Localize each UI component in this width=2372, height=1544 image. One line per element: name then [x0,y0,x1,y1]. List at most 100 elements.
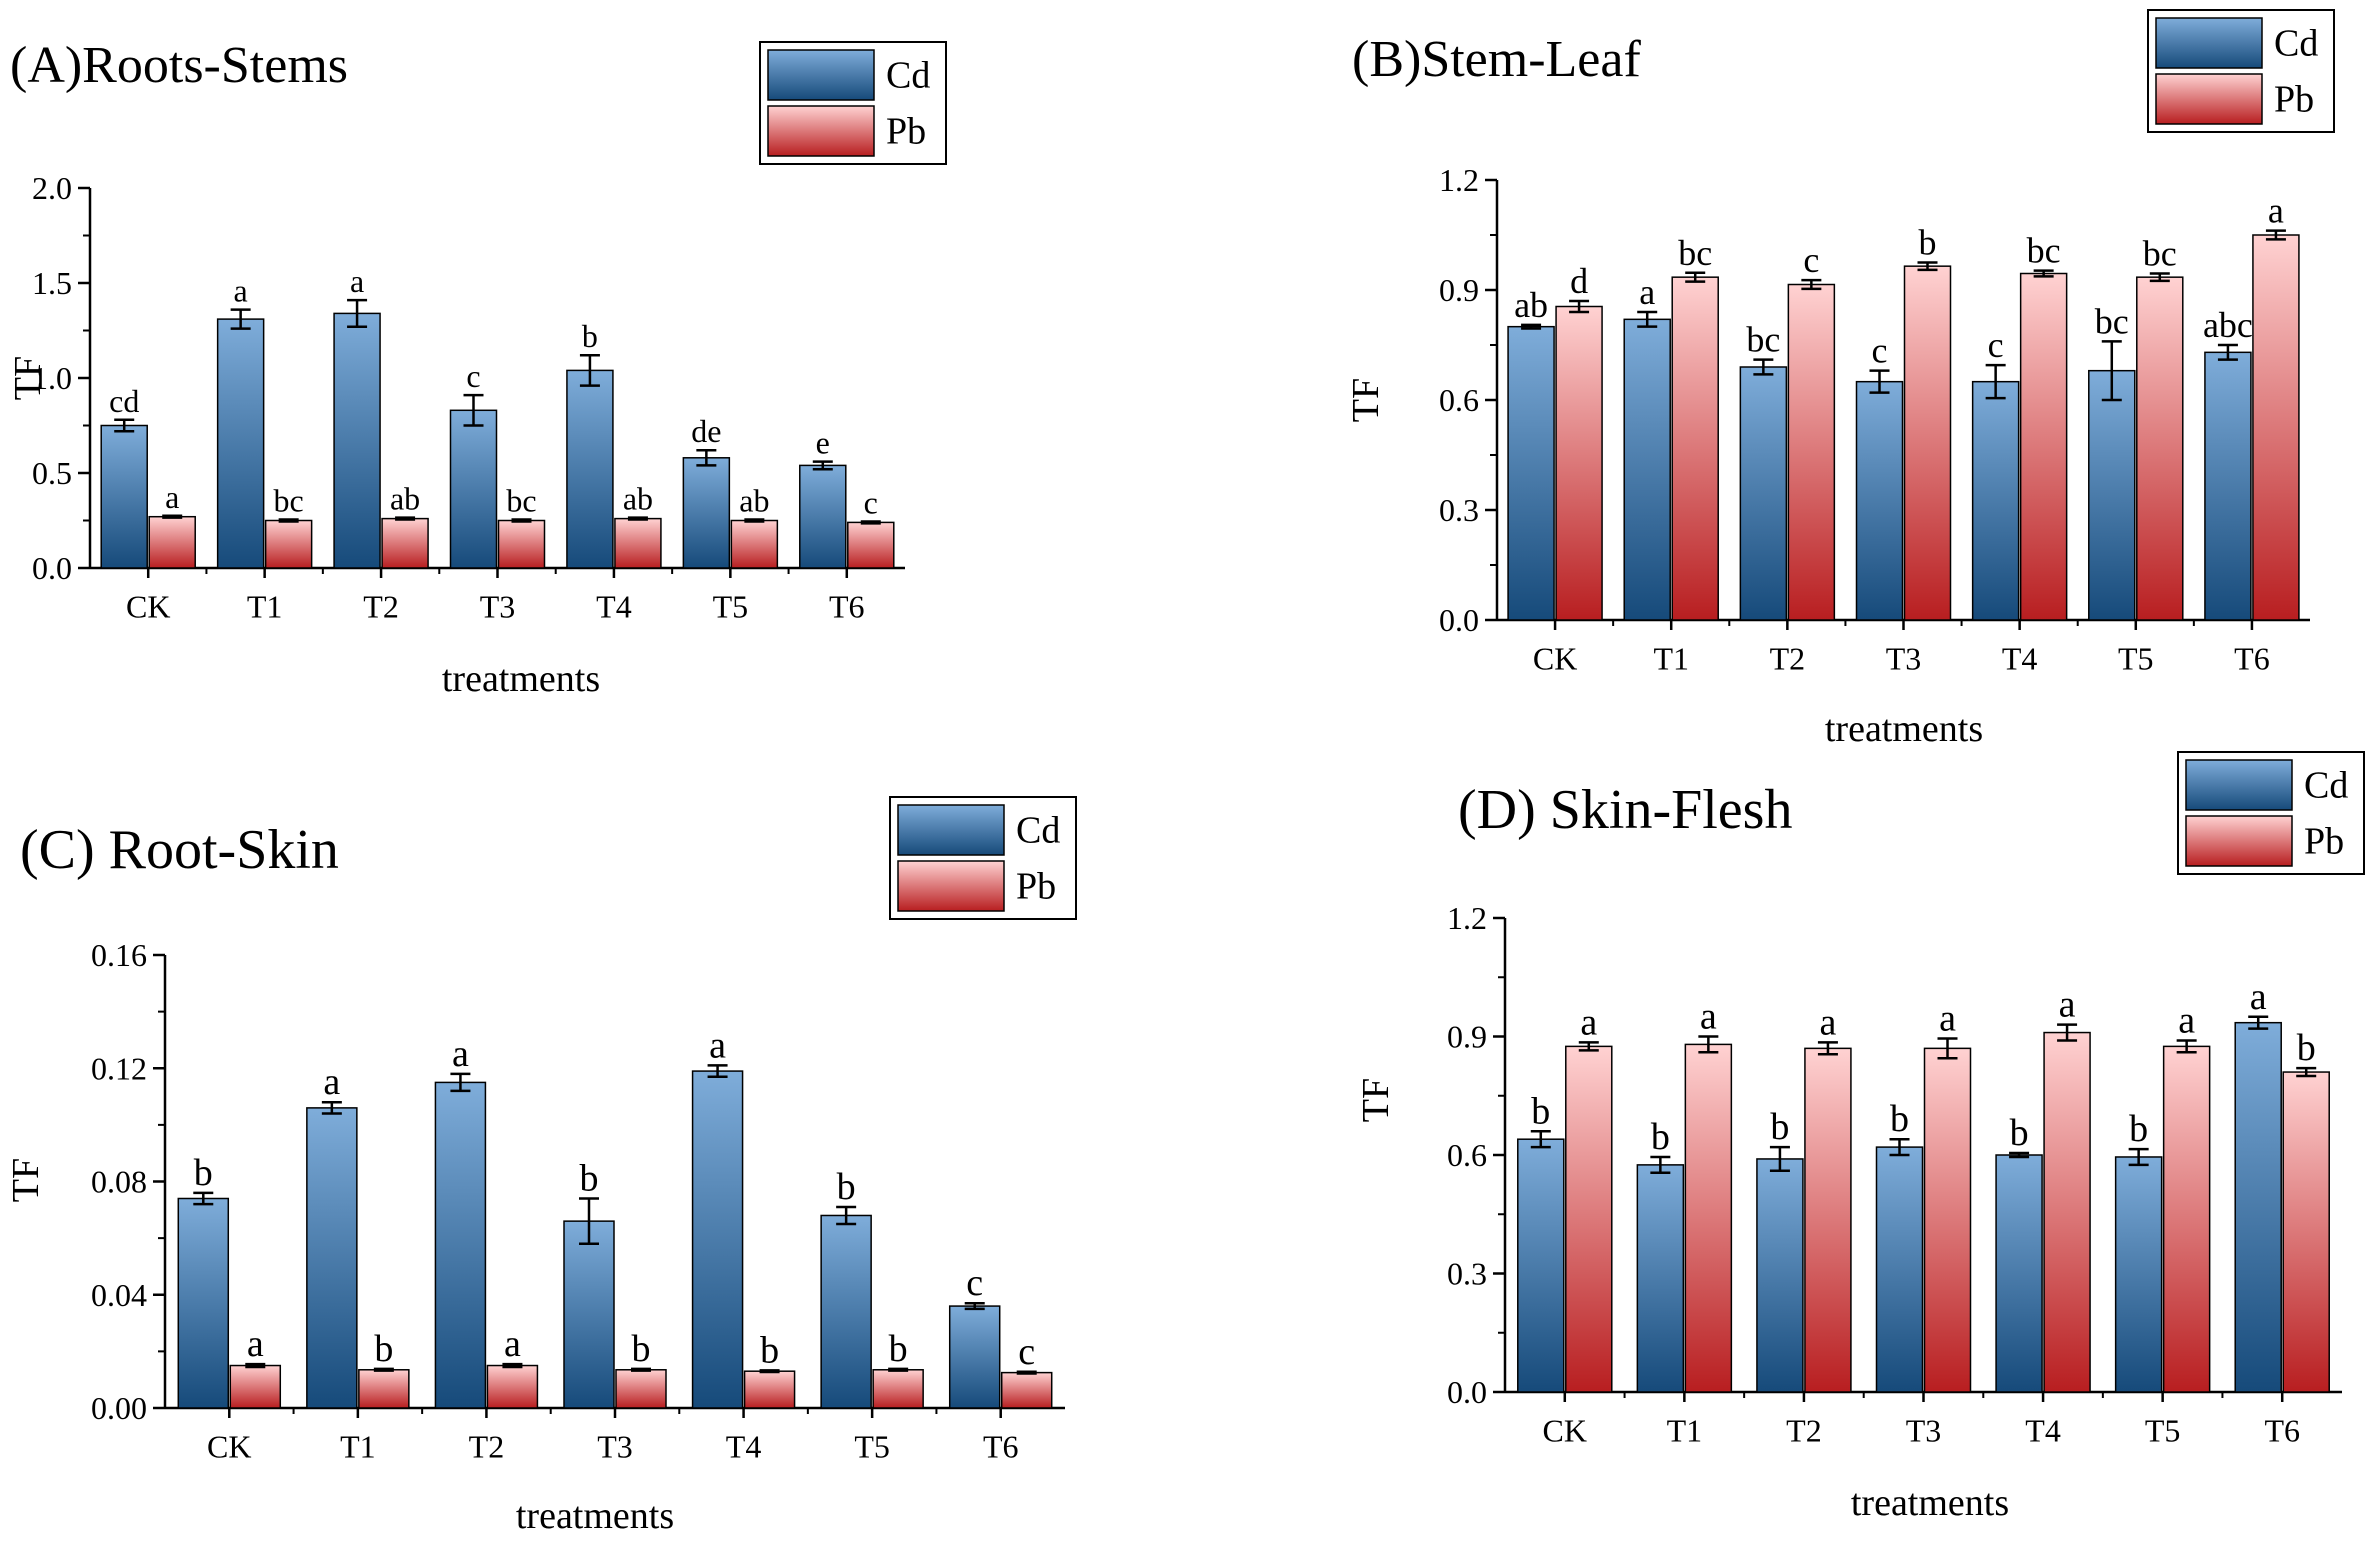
x-tick-label: T3 [480,589,516,625]
bar-pb-t3 [497,519,546,569]
x-axis-label: treatments [516,1495,674,1537]
bar-cd-ck [177,1197,230,1409]
significance-label-cd: a [323,1061,340,1103]
bar-pb-t6 [1000,1371,1053,1409]
significance-label-cd: a [452,1033,469,1075]
bar-cd-ck [1507,325,1555,621]
legend: Cd Pb [889,796,1077,920]
bar-pb-t6 [2282,1071,2330,1393]
significance-label-pb: a [1580,1001,1597,1043]
x-tick-label: T3 [597,1429,633,1465]
significance-label-pb: a [504,1323,521,1365]
x-axis-label: treatments [442,658,600,700]
y-tick-label: 0.3 [1439,492,1479,528]
bar-cd-t6 [799,464,847,569]
bar-pb-ck [1565,1045,1613,1393]
bar-cd-t1 [216,318,265,569]
legend-swatch-pb [897,860,1005,912]
significance-label-pb: ab [390,481,420,517]
y-tick-label: 1.0 [32,360,72,396]
significance-label-pb: a [1700,996,1717,1038]
y-tick-label: 1.2 [1439,162,1479,198]
significance-label-pb: bc [1678,233,1712,273]
x-tick-label: CK [1543,1413,1587,1449]
bar-pb-ck [229,1364,282,1409]
y-tick-label: 0.16 [91,937,147,973]
significance-label-cd: c [466,358,480,394]
chart-title: (B)Stem-Leaf [1352,31,1641,88]
bar-cd-t5 [820,1214,872,1409]
x-tick-label: T1 [247,589,283,625]
panel-d-skin-flesh: (D) Skin-Flesh0.00.30.60.91.2CKbaT1baT2b… [1355,751,2365,1524]
bar-cd-t6 [2234,1021,2282,1393]
significance-label-cd: bc [2095,301,2129,341]
x-tick-label: T2 [363,589,399,625]
bar-pb-t2 [1787,283,1836,621]
legend-swatch-cd [2185,759,2293,811]
legend-label-pb: Pb [886,111,926,153]
y-tick-label: 2.0 [32,170,72,206]
panel-b-stem-leaf: (B)Stem-Leaf0.00.30.60.91.2CKabdT1abcT2b… [1345,9,2335,750]
legend-label-cd: Cd [2304,765,2348,807]
significance-label-cd: a [1639,272,1655,312]
x-tick-label: T5 [854,1429,890,1465]
bar-cd-ck [1517,1138,1565,1393]
bar-cd-t1 [1623,318,1671,621]
bar-cd-t4 [566,369,614,569]
panel-a-roots-stems: (A)Roots-Stems0.00.51.01.52.0CKcdaT1abcT… [7,37,947,700]
significance-label-pb: c [864,484,878,520]
x-tick-label: T5 [713,589,749,625]
bar-cd-t6 [2204,351,2252,621]
x-tick-label: T2 [1786,1413,1822,1449]
x-tick-label: T3 [1906,1413,1942,1449]
bar-pb-t5 [2162,1045,2211,1393]
y-tick-label: 0.9 [1447,1019,1487,1055]
bar-cd-t1 [1636,1164,1685,1393]
legend-swatch-cd [767,49,875,101]
significance-label-pb: bc [2143,234,2177,274]
significance-label-pb: b [1919,223,1937,263]
y-tick-label: 0.9 [1439,272,1479,308]
bar-pb-t4 [614,517,662,569]
significance-label-cd: b [1651,1116,1670,1158]
significance-label-pb: bc [2027,231,2061,271]
significance-label-pb: ab [739,483,769,519]
bar-cd-t1 [306,1107,358,1409]
significance-label-pb: b [889,1328,908,1370]
significance-label-cd: de [691,413,721,449]
legend-swatch-cd [2155,17,2263,69]
bar-pb-t3 [1903,265,1952,621]
bar-cd-t3 [1875,1146,1924,1393]
y-axis-label: TF [1345,378,1387,422]
bar-pb-t1 [264,519,313,569]
bar-pb-t5 [2136,276,2184,621]
bar-pb-t5 [730,519,779,569]
significance-label-cd: ab [1514,285,1548,325]
panel-c-root-skin: (C) Root-Skin 0.00 0.04 0.08 0.12 0.16 CK b a T1 a… [5,796,1077,1537]
significance-label-pb: a [165,479,179,515]
y-tick-label: 0.0 [32,550,72,586]
x-tick-label: T4 [596,589,632,625]
y-tick-label: 0.0 [1447,1374,1487,1410]
y-tick-label: 0.04 [91,1277,147,1313]
legend: Cd Pb [2147,9,2335,133]
bar-pb-t2 [486,1364,539,1409]
x-tick-label: T2 [469,1429,505,1465]
y-tick-label: 0.08 [91,1164,147,1200]
bar-pb-t3 [615,1369,667,1409]
significance-label-pb: b [2297,1027,2316,1069]
bar-pb-t2 [1804,1047,1852,1393]
x-tick-label: T5 [2118,641,2154,677]
significance-label-cd: b [837,1166,856,1208]
bar-pb-t1 [1671,276,1719,621]
significance-label-cd: b [1531,1090,1550,1132]
significance-label-pb: a [2268,191,2284,231]
bar-pb-t4 [2019,272,2068,621]
x-tick-label: T5 [2145,1413,2181,1449]
bar-pb-t4 [2043,1031,2091,1393]
significance-label-cd: b [582,318,598,354]
legend-label-cd: Cd [886,55,930,97]
legend-swatch-pb [2155,73,2263,125]
significance-label-pb: d [1570,261,1588,301]
bar-pb-t1 [1684,1043,1733,1393]
